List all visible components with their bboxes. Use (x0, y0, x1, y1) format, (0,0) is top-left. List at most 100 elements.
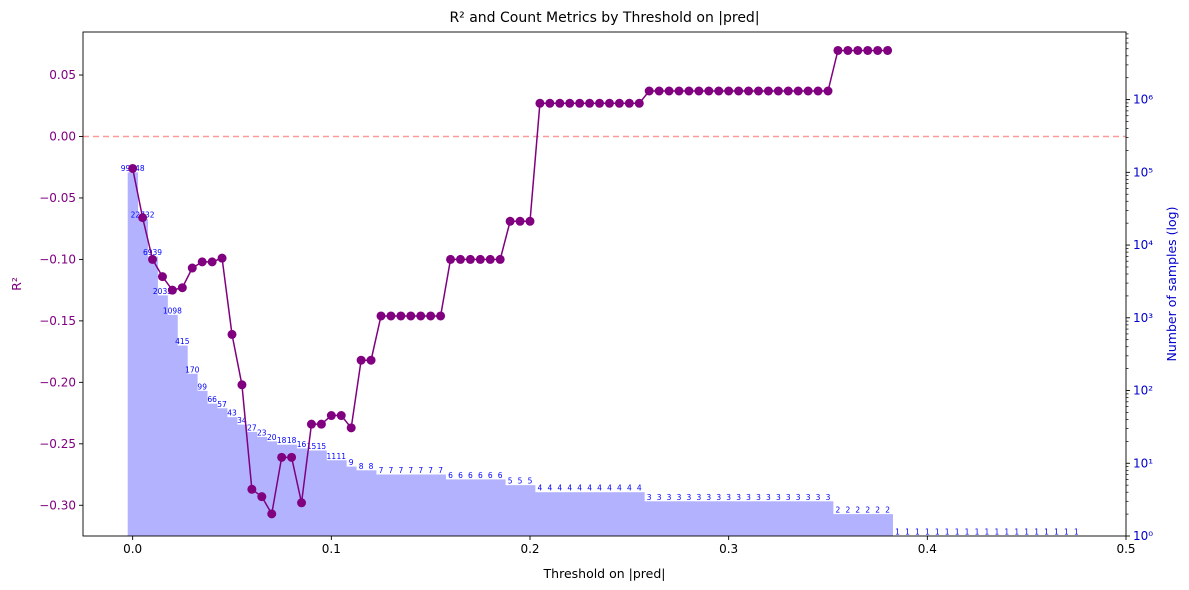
count-label: 27 (247, 423, 257, 432)
count-label: 1 (1004, 528, 1009, 537)
y-right-tick-label: 10⁰ (1133, 529, 1153, 543)
count-label: 3 (766, 493, 771, 502)
r2-point (833, 45, 843, 55)
count-bar (137, 219, 148, 536)
count-label: 3 (726, 493, 731, 502)
y-right-tick-label: 10¹ (1133, 456, 1153, 470)
r2-point (495, 254, 505, 264)
count-label: 415 (175, 337, 190, 346)
count-label: 4 (627, 484, 632, 493)
count-bar (455, 479, 466, 536)
count-bar (733, 501, 744, 536)
count-bar (872, 514, 884, 536)
r2-point (465, 254, 475, 264)
count-bar (604, 492, 615, 536)
r2-point (257, 492, 267, 502)
count-label: 3 (736, 493, 741, 502)
count-bar (614, 492, 625, 536)
count-bar (296, 448, 307, 536)
r2-point (555, 98, 565, 108)
count-bar (475, 479, 486, 536)
r2-point (545, 98, 555, 108)
r2-point (575, 98, 585, 108)
r2-point (614, 98, 624, 108)
r2-point (316, 419, 326, 429)
count-label: 6 (488, 471, 493, 480)
count-label: 34 (237, 416, 247, 425)
count-bar (465, 479, 476, 536)
count-label: 4 (587, 484, 592, 493)
x-tick-label: 0.3 (719, 542, 738, 556)
count-bar (227, 417, 238, 536)
count-label: 3 (746, 493, 751, 502)
r2-point (843, 45, 853, 55)
count-bar (882, 514, 893, 536)
count-bar (177, 345, 188, 536)
count-label: 5 (508, 477, 513, 486)
count-bar (644, 501, 655, 536)
y-left-tick-label: −0.05 (39, 191, 76, 205)
count-bar (674, 501, 685, 536)
count-label: 6 (498, 471, 503, 480)
count-label: 16 (297, 440, 307, 449)
count-label: 1 (1034, 528, 1039, 537)
r2-point (525, 216, 535, 226)
r2-point (734, 86, 744, 96)
count-label: 2035 (153, 287, 172, 296)
count-bar (236, 424, 248, 536)
r2-point (783, 86, 793, 96)
count-bar (366, 470, 377, 536)
count-label: 4 (607, 484, 612, 493)
count-label: 1 (895, 528, 900, 537)
count-bar (127, 172, 139, 536)
r2-point (505, 216, 515, 226)
x-axis: 0.0 0.1 0.2 0.3 0.4 0.5 (123, 536, 1136, 556)
count-bar (147, 256, 158, 536)
count-label: 4 (557, 484, 562, 493)
count-bar (544, 492, 556, 536)
x-tick-label: 0.1 (322, 542, 341, 556)
count-label: 7 (438, 466, 443, 475)
r2-point (227, 329, 237, 339)
y-right-tick-label: 10⁴ (1133, 238, 1153, 252)
count-bar (495, 479, 506, 536)
r2-point (157, 272, 167, 282)
count-bar (624, 492, 635, 536)
r2-point (426, 311, 436, 321)
r2-point (704, 86, 714, 96)
count-label: 8 (369, 462, 374, 471)
count-label: 3 (776, 493, 781, 502)
count-label: 4 (597, 484, 602, 493)
count-label: 6939 (143, 248, 162, 257)
r2-point (763, 86, 773, 96)
count-bar (813, 501, 824, 536)
count-bar (266, 441, 278, 536)
r2-point (535, 98, 545, 108)
count-label: 15 (317, 442, 327, 451)
count-label: 1 (1074, 528, 1079, 537)
count-label: 4 (617, 484, 622, 493)
count-bar (346, 466, 357, 536)
count-label: 1 (1054, 528, 1059, 537)
count-bar (693, 501, 705, 536)
count-bar (634, 492, 645, 536)
y-right-axis: 10⁰ 10¹ 10² 10³ 10⁴ 10⁵ 10⁶ (1126, 33, 1153, 543)
r2-point (287, 452, 297, 462)
count-label: 3 (696, 493, 701, 502)
r2-point (624, 98, 634, 108)
count-bar (485, 479, 496, 536)
count-bar (187, 373, 198, 536)
r2-point (128, 163, 138, 173)
y-left-tick-label: −0.25 (39, 437, 76, 451)
count-bar (654, 501, 665, 536)
count-bar (842, 514, 854, 536)
r2-point (793, 86, 803, 96)
r2-point (346, 423, 356, 433)
r2-point (207, 257, 217, 267)
r2-point (654, 86, 664, 96)
y-right-tick-label: 10³ (1133, 311, 1153, 325)
count-label: 170 (185, 365, 200, 374)
count-bar (405, 474, 417, 536)
r2-point (217, 253, 227, 263)
